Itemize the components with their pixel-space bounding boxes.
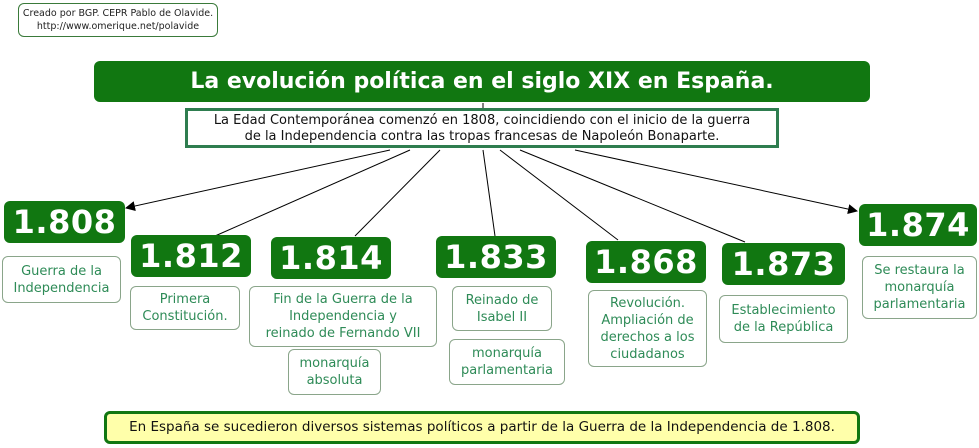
connector-1808 bbox=[125, 149, 391, 211]
desc-1812: Primera Constitución. bbox=[130, 286, 240, 330]
desc-1868: Revolución. Ampliación de derechos a los ci… bbox=[588, 290, 707, 367]
year-1868: 1.868 bbox=[586, 241, 706, 283]
desc-1808-line: Independencia bbox=[13, 280, 110, 296]
desc-1814-regime-line: monarquía bbox=[299, 356, 370, 371]
desc-1874-line: Se restaura la bbox=[874, 263, 965, 278]
connector-1873 bbox=[519, 149, 746, 243]
desc-1833: Reinado de Isabel II bbox=[452, 286, 552, 331]
desc-1814-regime-line: absoluta bbox=[306, 373, 363, 388]
desc-1874-line: monarquía bbox=[884, 280, 955, 295]
desc-1833-regime-line: parlamentaria bbox=[460, 363, 554, 378]
desc-1833-line: Isabel II bbox=[476, 309, 528, 325]
connector-1874 bbox=[574, 149, 858, 214]
intro-line-1: La Edad Contemporánea comenzó en 1808, c… bbox=[213, 113, 751, 128]
desc-1873-line: de la República bbox=[733, 320, 834, 335]
credit-box: Creado por BGP. CEPR Pablo de Olavide. h… bbox=[18, 3, 218, 37]
intro-box: La Edad Contemporánea comenzó en 1808, c… bbox=[185, 108, 779, 148]
year-1873: 1.873 bbox=[722, 243, 845, 285]
desc-1868-line: Ampliación de bbox=[601, 312, 694, 328]
desc-1814: Fin de la Guerra de la Independencia y rei… bbox=[249, 286, 437, 347]
credit-line-2: http://www.omerique.net/polavide bbox=[36, 21, 200, 32]
desc-1808: Guerra de la Independencia bbox=[2, 256, 121, 303]
year-1814: 1.814 bbox=[271, 237, 391, 279]
desc-1874: Se restaura la monarquía parlamentaria bbox=[862, 256, 977, 319]
desc-1833-regime: monarquía parlamentaria bbox=[449, 339, 565, 385]
year-1812: 1.812 bbox=[131, 235, 251, 277]
summary-box: En España se sucedieron diversos sistema… bbox=[104, 411, 860, 444]
desc-1814-line: Fin de la Guerra de la bbox=[273, 292, 413, 307]
desc-1873-line: Establecimiento bbox=[731, 303, 836, 318]
main-title: La evolución política en el siglo XIX en… bbox=[94, 61, 870, 102]
year-1808: 1.808 bbox=[4, 201, 125, 243]
desc-1868-line: derechos a los bbox=[600, 329, 695, 345]
desc-1812-line: Constitución. bbox=[142, 309, 228, 324]
desc-1812-line: Primera bbox=[159, 292, 211, 307]
desc-1868-line: ciudadanos bbox=[610, 346, 685, 362]
desc-1873: Establecimiento de la República bbox=[719, 295, 848, 343]
desc-1814-line: reinado de Fernando VII bbox=[265, 326, 421, 341]
connector-1833 bbox=[482, 149, 496, 237]
connector-1814 bbox=[354, 149, 441, 237]
desc-1874-line: parlamentaria bbox=[873, 297, 966, 312]
desc-1833-regime-line: monarquía bbox=[471, 346, 542, 361]
desc-1833-line: Reinado de bbox=[465, 292, 539, 308]
desc-1868-line: Revolución. bbox=[609, 295, 686, 311]
connector-1812 bbox=[214, 149, 411, 237]
year-1874: 1.874 bbox=[859, 204, 977, 246]
desc-1814-regime: monarquía absoluta bbox=[288, 349, 381, 395]
credit-line-1: Creado por BGP. CEPR Pablo de Olavide. bbox=[22, 8, 214, 19]
connector-1868 bbox=[499, 149, 619, 241]
intro-line-2: de la Independencia contra las tropas fr… bbox=[244, 129, 720, 144]
desc-1808-line: Guerra de la bbox=[21, 263, 102, 279]
year-1833: 1.833 bbox=[436, 236, 556, 278]
desc-1814-line: Independencia y bbox=[289, 309, 397, 324]
